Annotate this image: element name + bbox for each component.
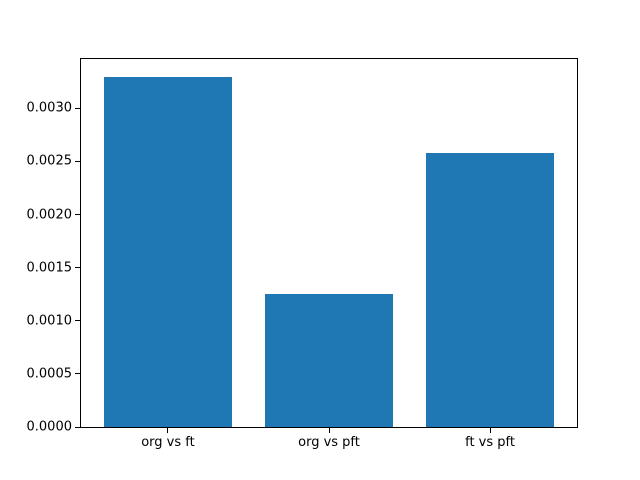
y-tick-mark — [75, 426, 80, 428]
y-tick-mark — [75, 267, 80, 269]
x-tick-label-org-vs-pft: org vs pft — [298, 435, 360, 450]
x-tick-label-ft-vs-pft: ft vs pft — [465, 435, 515, 450]
x-tick-mark — [167, 428, 169, 433]
y-tick-mark — [75, 320, 80, 322]
y-tick-label: 0.0015 — [26, 260, 73, 276]
x-tick-mark — [328, 428, 330, 433]
plot-area: 0.0000 0.0005 0.0010 0.0015 0.0020 0.0025 0.00… — [27, 58, 578, 449]
y-tick-mark — [75, 214, 80, 216]
y-tick-mark — [75, 373, 80, 375]
y-tick-label: 0.0025 — [26, 153, 73, 169]
y-tick-label: 0.0020 — [26, 207, 73, 223]
y-tick-label: 0.0010 — [26, 313, 73, 329]
y-tick-mark — [75, 107, 80, 109]
bar-org-vs-pft — [264, 294, 394, 427]
y-tick-label: 0.0005 — [26, 366, 73, 382]
y-tick-mark — [75, 160, 80, 162]
x-tick-mark — [489, 428, 491, 433]
bar-ft-vs-pft — [425, 153, 555, 427]
y-tick-label: 0.0030 — [26, 100, 73, 116]
x-tick-label-org-vs-ft: org vs ft — [141, 435, 195, 450]
bar-org-vs-ft — [103, 76, 233, 427]
y-tick-label: 0.0000 — [26, 419, 73, 435]
